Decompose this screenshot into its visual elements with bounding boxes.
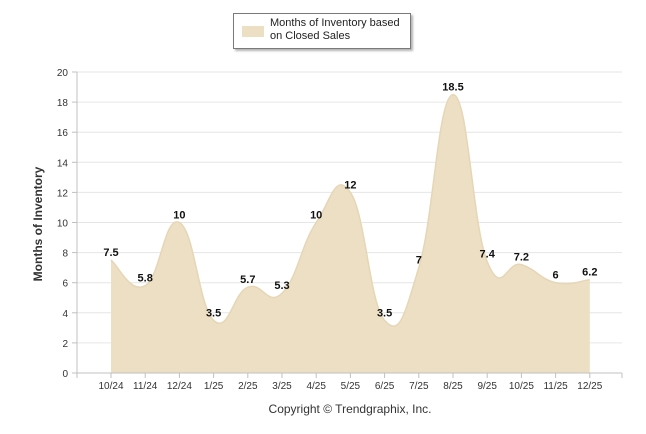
x-tick-label: 5/25 (341, 381, 361, 392)
data-label: 5.8 (138, 273, 153, 285)
x-tick-label: 11/24 (133, 381, 158, 392)
data-label: 7.2 (514, 252, 529, 264)
y-tick-label: 4 (62, 309, 68, 320)
data-labels: 7.5 5.8 10 3.5 5.7 5.3 10 12 3.5 7 18.5 7.4 7.2 6 6.2 (103, 82, 597, 320)
x-tick-label: 6/25 (375, 381, 395, 392)
x-tick-label: 9/25 (477, 381, 497, 392)
x-tick-label: 12/25 (577, 381, 602, 392)
series-area (111, 94, 590, 373)
y-axis-title: Months of Inventory (31, 166, 45, 281)
y-tick-label: 14 (57, 158, 69, 169)
x-tick-label: 4/25 (306, 381, 326, 392)
x-axis-ticks: 10/24 11/24 12/24 1/25 2/25 3/25 4/25 5/25 6/25 7… (76, 373, 623, 392)
data-label: 7 (416, 255, 422, 267)
data-label: 7.4 (480, 249, 496, 261)
x-tick-label: 10/24 (98, 381, 123, 392)
data-label: 6.2 (582, 267, 597, 279)
data-label: 10 (310, 210, 322, 222)
y-tick-label: 6 (62, 279, 68, 290)
x-tick-label: 12/24 (167, 381, 192, 392)
data-label: 3.5 (377, 307, 392, 319)
series-line (110, 93, 590, 327)
y-tick-label: 2 (62, 339, 68, 350)
data-label: 5.7 (240, 274, 255, 286)
y-tick-label: 8 (62, 249, 68, 260)
area-layer (110, 93, 590, 373)
chart-legend: Months of Inventory based on Closed Sale… (233, 13, 411, 49)
data-label: 18.5 (442, 82, 463, 94)
y-tick-label: 18 (57, 98, 69, 109)
x-tick-label: 1/25 (204, 381, 224, 392)
y-tick-label: 16 (57, 128, 69, 139)
x-tick-label: 10/25 (509, 381, 534, 392)
y-tick-label: 20 (57, 68, 69, 79)
data-label: 5.3 (274, 280, 289, 292)
x-tick-label: 8/25 (443, 381, 463, 392)
y-tick-label: 12 (57, 188, 69, 199)
data-label: 7.5 (103, 247, 118, 259)
data-label: 6 (553, 270, 559, 282)
legend-label: Months of Inventory based on Closed Sale… (270, 17, 400, 42)
x-tick-label: 2/25 (238, 381, 258, 392)
data-label: 3.5 (206, 307, 221, 319)
y-tick-label: 0 (62, 369, 68, 380)
copyright-footer: Copyright © Trendgraphix, Inc. (268, 402, 432, 416)
y-tick-label: 10 (57, 219, 69, 230)
data-label: 10 (173, 210, 185, 222)
x-tick-label: 3/25 (272, 381, 292, 392)
y-axis-ticks: 0 2 4 6 8 10 12 14 16 18 20 (57, 68, 77, 380)
x-tick-label: 7/25 (409, 381, 429, 392)
legend-swatch (242, 26, 264, 37)
x-tick-label: 11/25 (543, 381, 568, 392)
data-label: 12 (344, 179, 356, 191)
